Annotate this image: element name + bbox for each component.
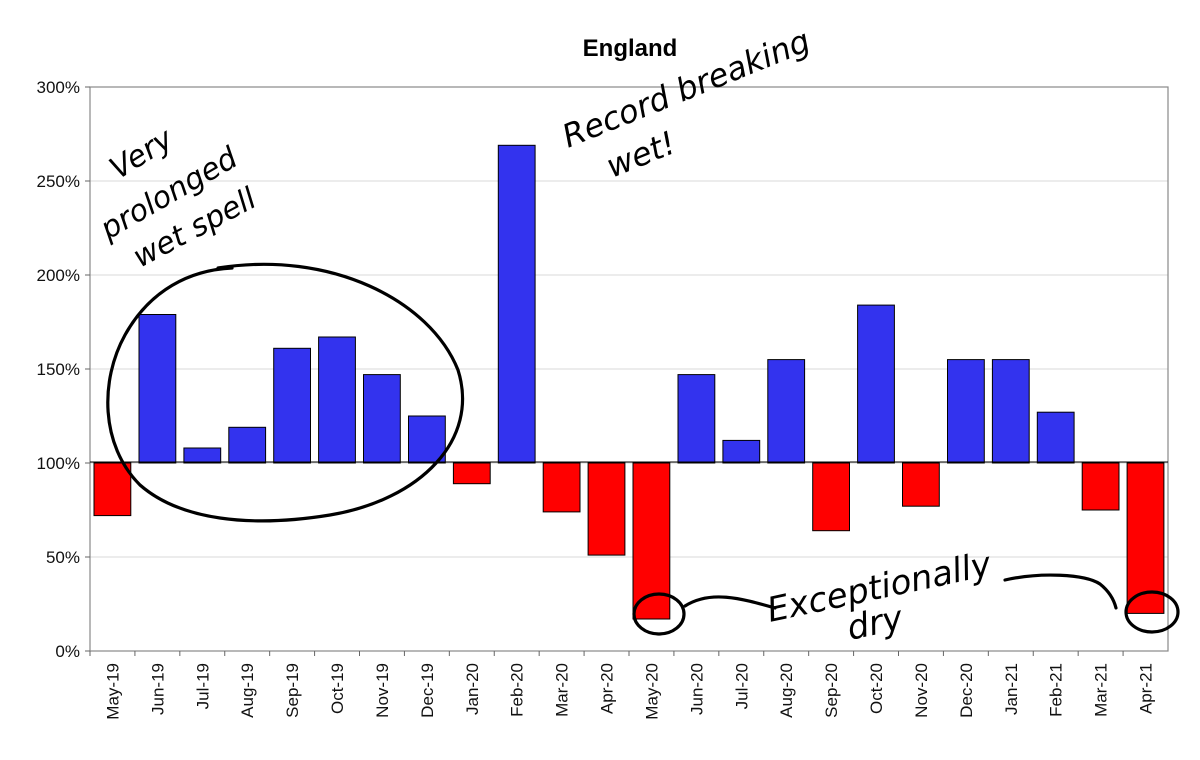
y-tick-label: 100% — [37, 454, 80, 473]
bar-Apr-20 — [587, 462, 626, 556]
y-tick-label: 200% — [37, 266, 80, 285]
chart-title: England — [583, 35, 678, 62]
x-tick-label: Jul-19 — [193, 663, 212, 709]
x-tick-label: Jul-20 — [732, 663, 751, 709]
bar-Jul-20 — [722, 439, 761, 464]
y-tick-label: 0% — [55, 642, 80, 661]
gridlines — [90, 180, 1168, 558]
circle-apr-21 — [1124, 590, 1180, 634]
x-axis-ticks: May-19 Jun-19 Jul-19 Aug-19 Sep-19 Oct-19 Nov-… — [89, 651, 1156, 720]
x-tick-label: Feb-20 — [508, 663, 527, 717]
x-tick-label: Feb-21 — [1047, 663, 1066, 717]
annotation-exceptionally-dry: Exceptionally dry — [632, 544, 1180, 649]
x-tick-label: May-19 — [104, 663, 123, 720]
y-tick-label: 50% — [46, 548, 80, 567]
arrow-line-left — [683, 595, 777, 610]
x-tick-label: Jan-21 — [1002, 663, 1021, 715]
arrow-line-right — [1003, 573, 1118, 610]
y-axis-ticks: 0% 50% 100% 150% 200% 250% 300% — [37, 78, 90, 661]
y-tick-label: 300% — [37, 78, 80, 97]
x-tick-label: Jan-20 — [463, 663, 482, 715]
y-tick-label: 150% — [37, 360, 80, 379]
bar-Aug-19 — [228, 426, 267, 464]
circle-may-20 — [632, 592, 686, 636]
x-tick-label: Oct-20 — [867, 663, 886, 714]
x-tick-label: Jun-19 — [148, 663, 167, 715]
y-tick-label: 250% — [37, 172, 80, 191]
circle-annotation — [106, 262, 465, 523]
x-tick-label: May-20 — [643, 663, 662, 720]
bar-Mar-21 — [1081, 462, 1120, 511]
bar-Jun-19 — [138, 314, 177, 464]
bar-Jan-21 — [991, 359, 1030, 464]
x-tick-label: Mar-21 — [1092, 663, 1111, 717]
bar-Jun-20 — [677, 374, 716, 464]
x-tick-label: Apr-21 — [1137, 663, 1156, 714]
bar-Oct-20 — [857, 304, 895, 464]
x-tick-label: Oct-19 — [328, 663, 347, 714]
bar-Jan-20 — [452, 462, 491, 485]
bar-Dec-19 — [408, 415, 446, 464]
x-tick-label: Apr-20 — [598, 663, 617, 714]
x-tick-label: Dec-19 — [418, 663, 437, 718]
x-tick-label: Mar-20 — [553, 663, 572, 717]
bar-Jul-19 — [183, 447, 222, 464]
bar-Sep-20 — [812, 462, 851, 532]
bar-Feb-20 — [497, 144, 536, 464]
bar-May-19 — [93, 462, 132, 517]
x-tick-label: Sep-19 — [283, 663, 302, 718]
bar-Mar-20 — [542, 462, 581, 513]
bars — [93, 144, 1165, 620]
bar-Nov-19 — [363, 374, 401, 464]
x-tick-label: Aug-20 — [777, 663, 796, 718]
x-tick-label: Nov-19 — [373, 663, 392, 718]
bar-Aug-20 — [767, 359, 806, 464]
x-tick-label: Dec-20 — [957, 663, 976, 718]
bar-Dec-20 — [947, 359, 985, 464]
bar-Oct-19 — [318, 336, 356, 464]
x-tick-label: Aug-19 — [238, 663, 257, 718]
bar-Nov-20 — [902, 462, 940, 507]
x-tick-label: Jun-20 — [687, 663, 706, 715]
x-tick-label: Nov-20 — [912, 663, 931, 718]
bar-Feb-21 — [1036, 411, 1075, 464]
bar-Apr-21 — [1126, 462, 1165, 614]
bar-Sep-19 — [273, 347, 312, 464]
x-tick-label: Sep-20 — [822, 663, 841, 718]
